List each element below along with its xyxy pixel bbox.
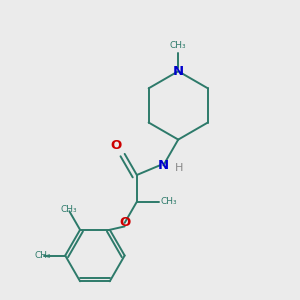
Text: H: H [175, 163, 183, 173]
Text: O: O [110, 139, 122, 152]
Text: CH₃: CH₃ [60, 206, 77, 214]
Text: O: O [119, 216, 130, 230]
Text: N: N [173, 65, 184, 78]
Text: CH₃: CH₃ [34, 251, 51, 260]
Text: CH₃: CH₃ [161, 197, 178, 206]
Text: N: N [158, 159, 169, 172]
Text: CH₃: CH₃ [170, 40, 187, 50]
